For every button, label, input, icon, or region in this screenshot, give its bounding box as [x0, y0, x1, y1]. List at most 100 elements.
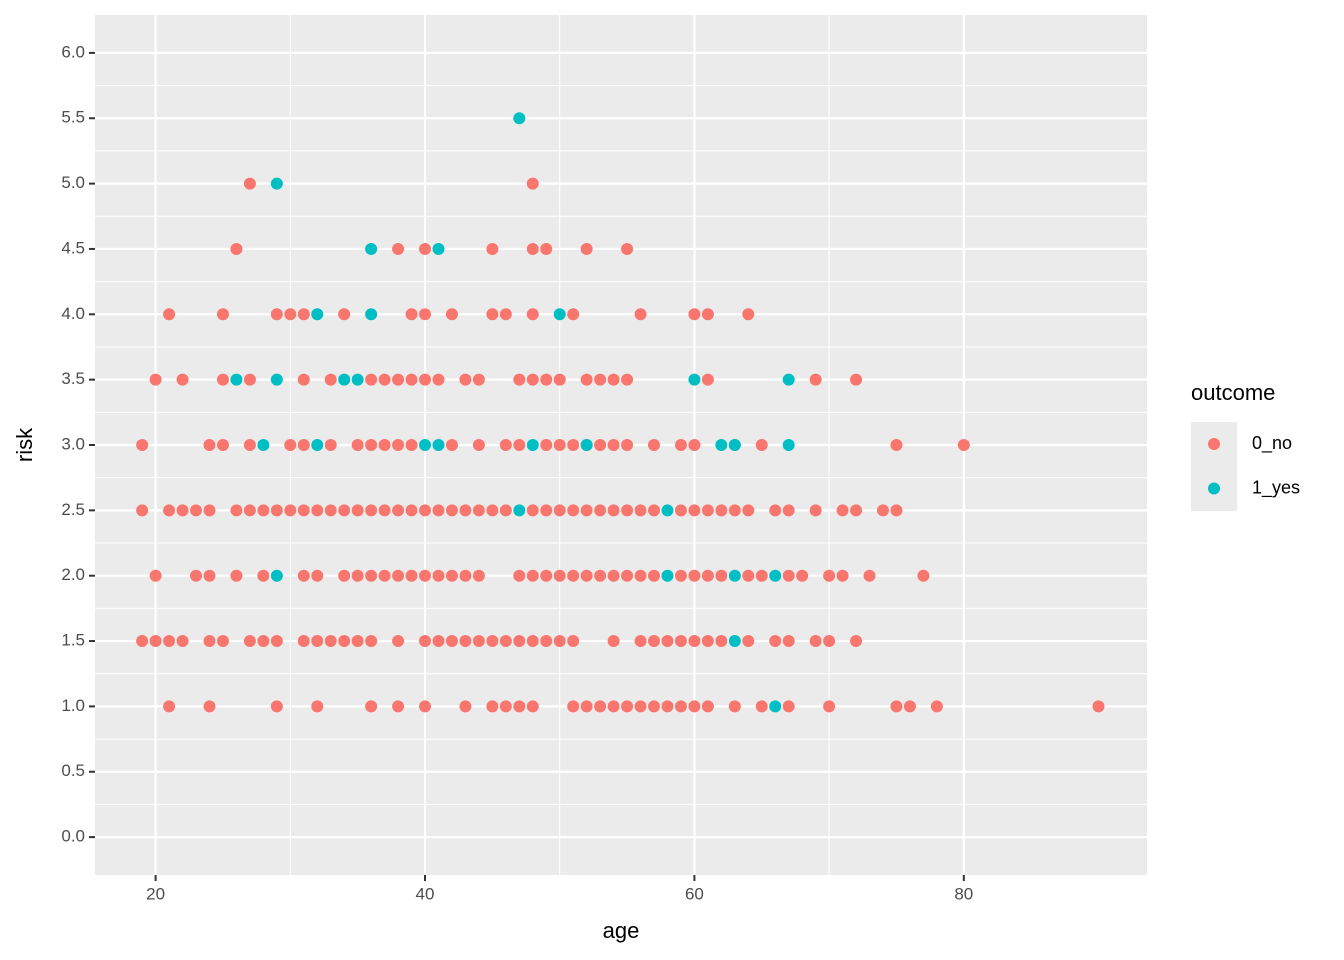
point — [567, 504, 580, 517]
point — [567, 569, 580, 582]
point — [648, 569, 661, 582]
point — [405, 373, 418, 386]
point — [836, 569, 849, 582]
x-tick-label: 80 — [954, 884, 973, 903]
point — [338, 504, 351, 517]
point — [594, 439, 607, 451]
point — [526, 439, 539, 451]
point — [338, 569, 351, 582]
point — [607, 373, 620, 386]
point — [661, 700, 674, 713]
point — [580, 373, 593, 386]
point — [836, 504, 849, 517]
point — [688, 439, 701, 451]
point — [526, 635, 539, 648]
point — [526, 700, 539, 713]
point — [311, 569, 324, 582]
point — [782, 439, 795, 451]
point — [486, 700, 499, 713]
point — [580, 700, 593, 713]
point — [365, 569, 378, 582]
point — [607, 569, 620, 582]
point — [823, 569, 836, 582]
point — [513, 569, 526, 582]
y-tick-label: 4.0 — [61, 304, 85, 323]
point — [755, 569, 768, 582]
point — [688, 504, 701, 517]
point — [459, 504, 472, 517]
point — [755, 700, 768, 713]
point — [445, 308, 458, 321]
point — [674, 700, 687, 713]
point — [648, 504, 661, 517]
point — [203, 504, 216, 517]
x-tick-label: 60 — [685, 884, 704, 903]
y-tick-label: 5.0 — [61, 173, 85, 192]
point — [270, 569, 283, 582]
point — [284, 504, 297, 517]
point — [661, 504, 674, 517]
point — [297, 439, 310, 451]
point — [432, 439, 445, 451]
point — [392, 439, 405, 451]
y-tick-label: 3.5 — [61, 369, 85, 388]
point — [728, 569, 741, 582]
point — [419, 569, 432, 582]
point — [486, 308, 499, 321]
point — [176, 373, 189, 386]
point — [311, 439, 324, 451]
point — [688, 635, 701, 648]
point — [392, 504, 405, 517]
point — [216, 439, 229, 451]
point — [850, 635, 863, 648]
x-tick-label: 20 — [146, 884, 165, 903]
point — [445, 569, 458, 582]
legend-marker — [1208, 438, 1220, 450]
point — [553, 635, 566, 648]
point — [419, 373, 432, 386]
point — [472, 635, 485, 648]
point — [499, 700, 512, 713]
point — [297, 569, 310, 582]
point — [297, 373, 310, 386]
point — [634, 504, 647, 517]
point — [917, 569, 930, 582]
point — [216, 308, 229, 321]
point — [540, 439, 553, 451]
point — [297, 308, 310, 321]
point — [257, 439, 270, 451]
point — [876, 504, 889, 517]
point — [365, 700, 378, 713]
point — [607, 439, 620, 451]
point — [392, 700, 405, 713]
point — [419, 635, 432, 648]
point — [661, 635, 674, 648]
point — [405, 569, 418, 582]
point — [216, 373, 229, 386]
point — [257, 504, 270, 517]
point — [674, 504, 687, 517]
point — [688, 373, 701, 386]
y-tick-label: 6.0 — [61, 42, 85, 61]
point — [621, 569, 634, 582]
point — [688, 308, 701, 321]
point — [648, 635, 661, 648]
point — [419, 242, 432, 255]
point — [311, 635, 324, 648]
point — [459, 569, 472, 582]
point — [674, 439, 687, 451]
y-tick-label: 2.5 — [61, 500, 85, 519]
point — [243, 177, 256, 190]
point — [634, 308, 647, 321]
point — [728, 504, 741, 517]
point — [634, 635, 647, 648]
point — [419, 439, 432, 451]
point — [365, 439, 378, 451]
point — [769, 700, 782, 713]
point — [701, 635, 714, 648]
point — [270, 177, 283, 190]
point — [378, 439, 391, 451]
point — [486, 635, 499, 648]
point — [567, 439, 580, 451]
point — [540, 635, 553, 648]
